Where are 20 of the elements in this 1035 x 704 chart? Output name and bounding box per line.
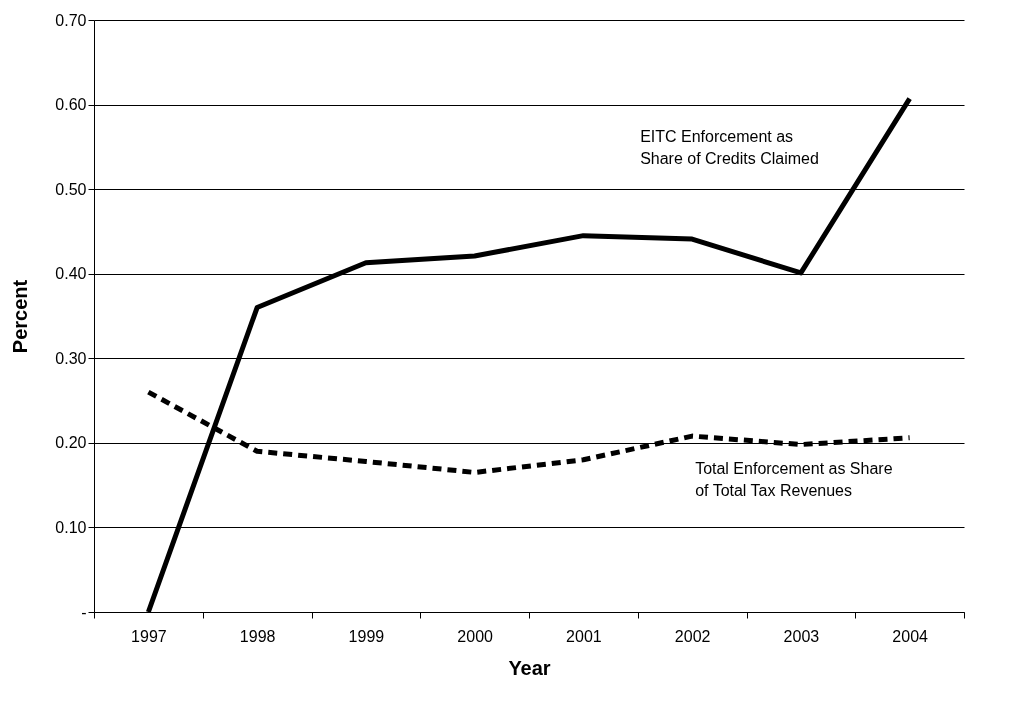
y-tick-label: 0.20 bbox=[55, 434, 87, 452]
y-tick-label: 0.60 bbox=[55, 96, 87, 114]
y-tick-label: - bbox=[81, 603, 87, 621]
y-tick-label: 0.30 bbox=[55, 349, 87, 367]
series-label: Total Enforcement as Share of Total Tax Revenues bbox=[695, 460, 893, 500]
x-tick-label: 2000 bbox=[457, 627, 494, 645]
y-tick-label: 0.40 bbox=[55, 265, 87, 283]
y-tick-label: 0.10 bbox=[55, 518, 87, 536]
x-tick-label: 1998 bbox=[239, 627, 276, 645]
x-tick-label: 1999 bbox=[348, 627, 385, 645]
y-axis-title: Percent bbox=[9, 279, 32, 354]
x-tick-label: 2002 bbox=[674, 627, 711, 645]
text: EITC Enforcement as Share of Credits Claimed bbox=[640, 128, 819, 168]
x-axis-title: Year bbox=[508, 656, 551, 679]
x-tick-label: 2004 bbox=[892, 627, 929, 645]
y-tick-label: 0.50 bbox=[55, 180, 87, 198]
x-tick-label: 1997 bbox=[131, 627, 167, 645]
x-tick-label: 2001 bbox=[566, 627, 602, 645]
x-tick-label: 2003 bbox=[783, 627, 820, 645]
y-tick-label: 0.70 bbox=[55, 11, 87, 29]
